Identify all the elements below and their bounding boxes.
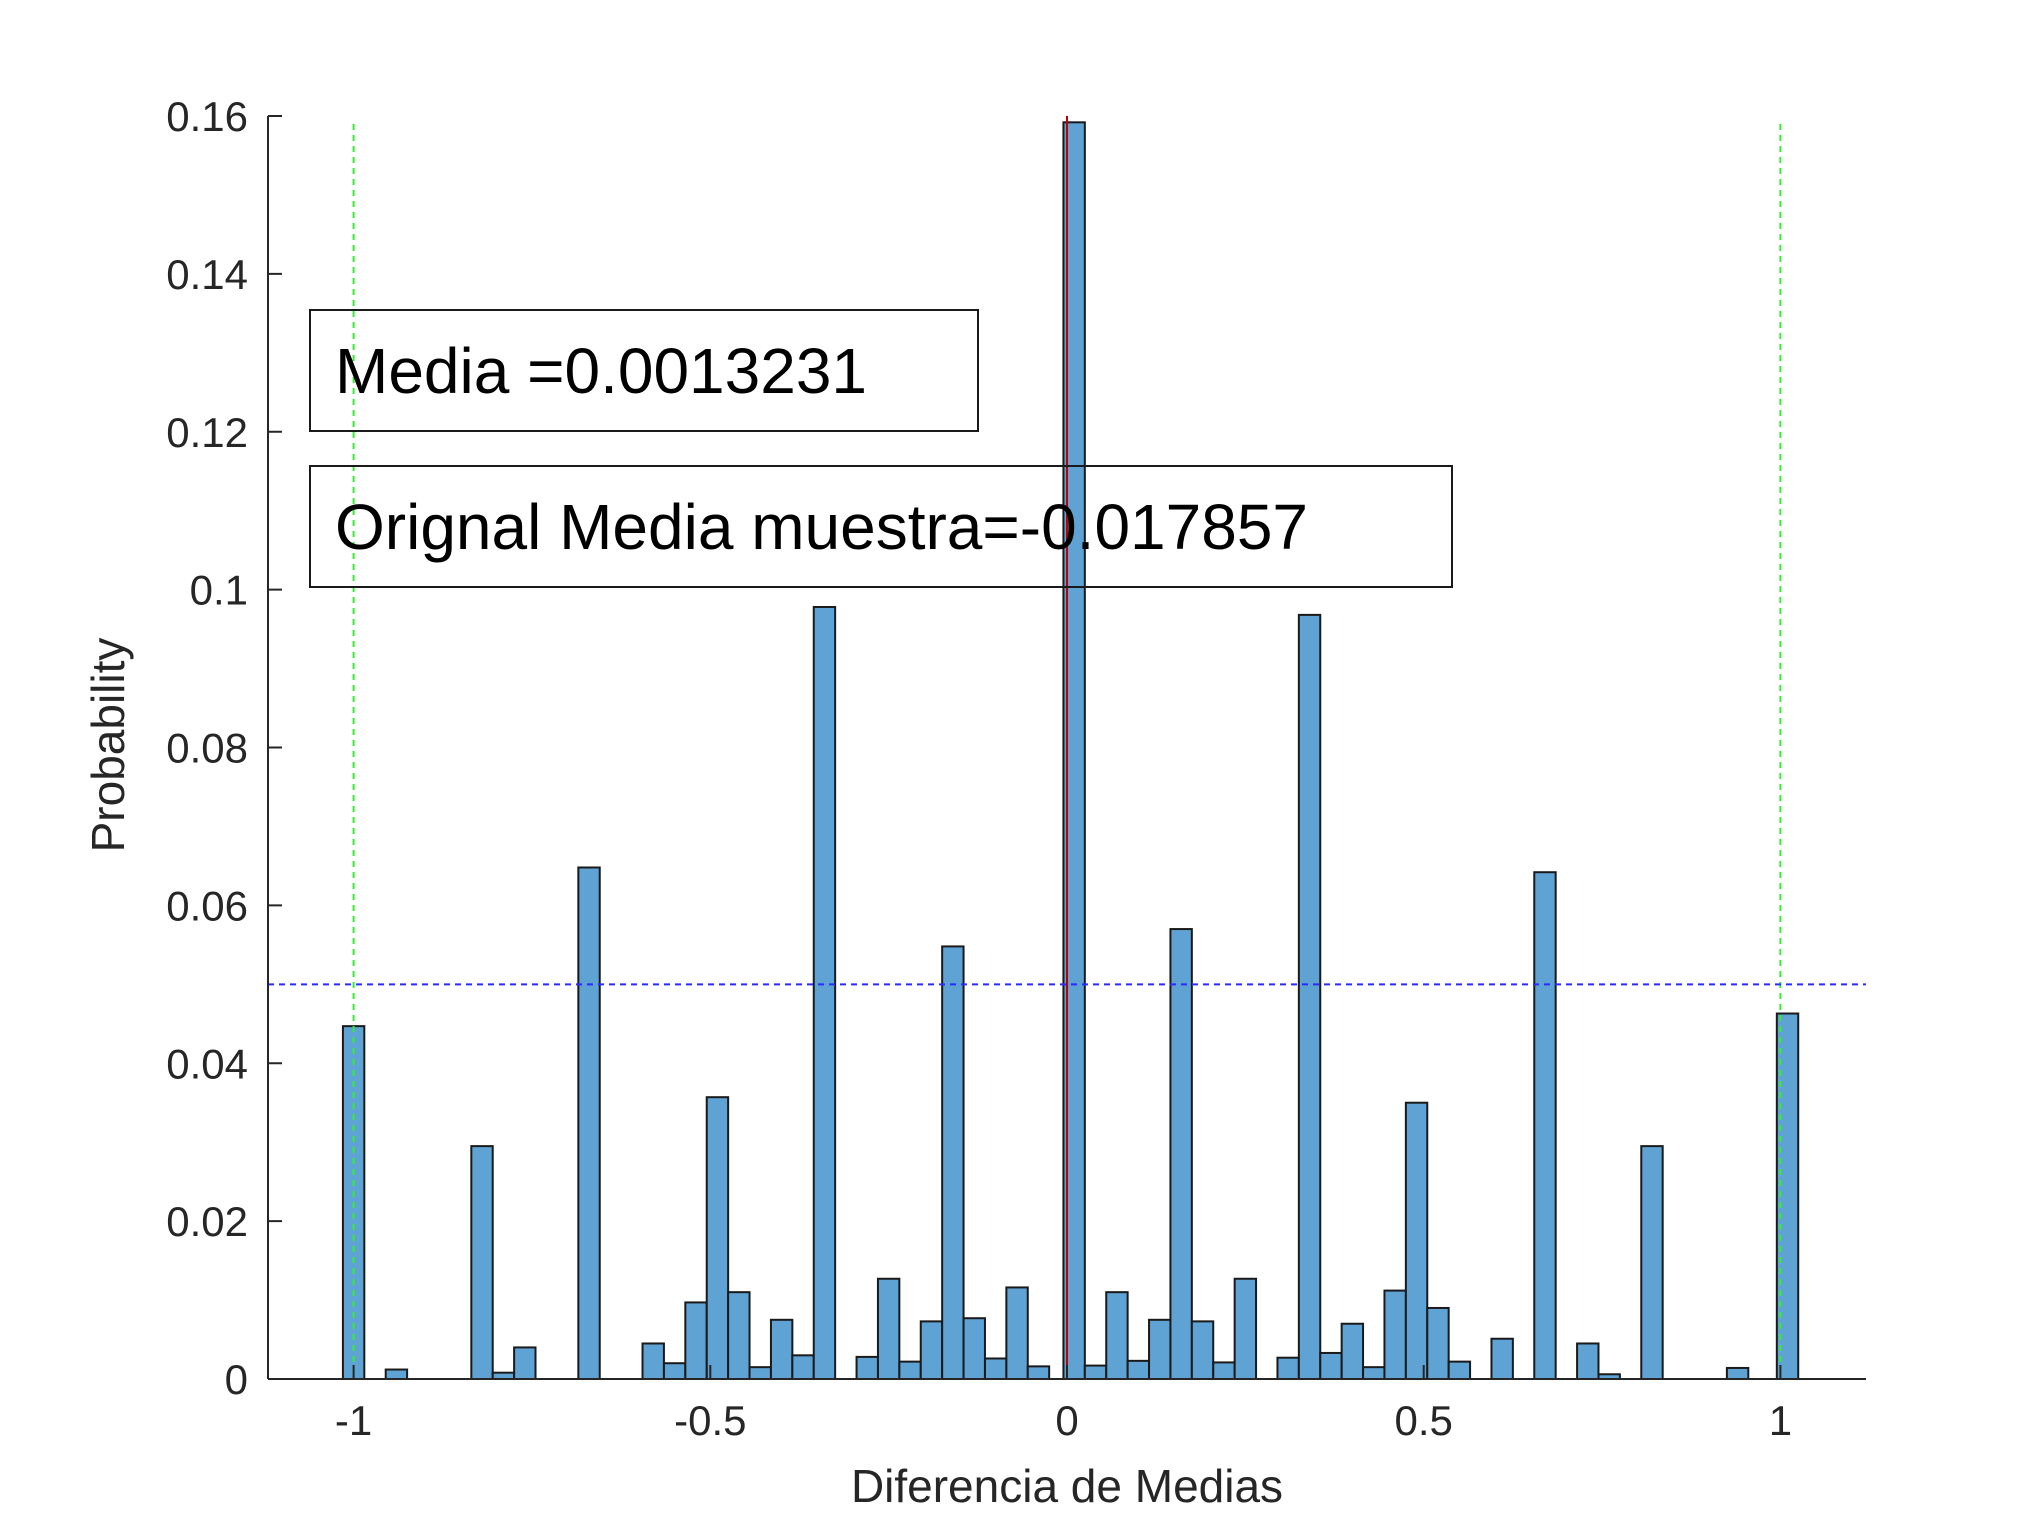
annotation-text: Orignal Media muestra=-0.017857 [335, 491, 1308, 563]
bars-layer [341, 121, 1800, 1381]
x-tick-label: -1 [335, 1397, 372, 1444]
y-axis-label: Probability [82, 638, 134, 853]
histogram-bar [1640, 1145, 1664, 1380]
histogram-bar [662, 1362, 687, 1380]
x-tick-label: 0 [1055, 1397, 1078, 1444]
histogram-bar [577, 866, 601, 1380]
histogram-bar [1447, 1360, 1472, 1381]
y-tick-label: 0.1 [190, 567, 248, 614]
histogram-bar [1725, 1366, 1750, 1380]
histogram-bar [684, 1301, 708, 1381]
annotation-box [309, 309, 979, 432]
y-tick-label: 0.14 [166, 251, 248, 298]
histogram-bar [1340, 1322, 1365, 1380]
histogram-bar [1383, 1289, 1407, 1380]
histogram-bar [1105, 1291, 1129, 1381]
y-tick-label: 0.12 [166, 409, 248, 456]
annotation-text: Media =0.0013231 [335, 335, 867, 407]
histogram-bar [727, 1291, 751, 1381]
y-tick-label: 0 [225, 1356, 248, 1403]
histogram-bar [919, 1320, 944, 1381]
y-tick-label: 0.08 [166, 725, 248, 772]
histogram-bar [855, 1355, 879, 1381]
y-tick-label: 0.02 [166, 1198, 248, 1245]
histogram-bar [769, 1318, 794, 1381]
x-tick-label: 1 [1769, 1397, 1792, 1444]
histogram-bar [1126, 1359, 1151, 1380]
x-axis-label: Diferencia de Medias [851, 1460, 1283, 1512]
histogram-bar [470, 1145, 494, 1380]
annotation-box [309, 465, 1453, 588]
y-tick-label: 0.04 [166, 1040, 248, 1087]
histogram-bar [748, 1366, 772, 1381]
histogram-bar [1404, 1101, 1429, 1380]
histogram-bar [1148, 1318, 1172, 1381]
histogram-bar [1169, 928, 1193, 1380]
histogram-bar [876, 1277, 901, 1380]
histogram-bar [1319, 1351, 1343, 1380]
axes-layer: 0 0.02 0.04 0.06 0.08 0.1 0.12 0.14 0.16 -1 -0.5 0 0… [166, 93, 1866, 1444]
histogram-bar [1362, 1366, 1386, 1381]
y-tick-label: 0.16 [166, 93, 248, 140]
histogram-bar [513, 1346, 537, 1381]
histogram-bar [1576, 1342, 1600, 1380]
histogram-bar [791, 1354, 815, 1380]
histogram-bar [1426, 1306, 1450, 1380]
histogram-bar [1026, 1365, 1051, 1380]
histogram-bar [812, 605, 837, 1380]
histogram-bar [1190, 1320, 1215, 1381]
histogram-bar [1233, 1277, 1258, 1380]
histogram-bar [898, 1360, 922, 1381]
reference-lines-layer [268, 116, 1866, 1379]
x-tick-label: -0.5 [674, 1397, 746, 1444]
histogram-bar [1083, 1364, 1108, 1380]
histogram-bar [1490, 1337, 1514, 1380]
histogram-bar [1212, 1361, 1236, 1381]
y-tick-label: 0.06 [166, 882, 248, 929]
histogram-bar [641, 1342, 665, 1380]
histogram-bar [384, 1368, 409, 1381]
histogram-bar [705, 1096, 730, 1380]
histogram-bar [1005, 1286, 1029, 1381]
x-tick-label: 0.5 [1395, 1397, 1453, 1444]
histogram-bar [983, 1357, 1008, 1380]
histogram-bar [941, 945, 965, 1380]
histogram-bar [1276, 1356, 1300, 1380]
histogram-bar [1533, 871, 1557, 1380]
histogram-bar [962, 1317, 986, 1380]
annotations-layer: Media =0.0013231 Orignal Media muestra=-0… [309, 309, 1453, 588]
histogram-bar [1297, 613, 1322, 1380]
